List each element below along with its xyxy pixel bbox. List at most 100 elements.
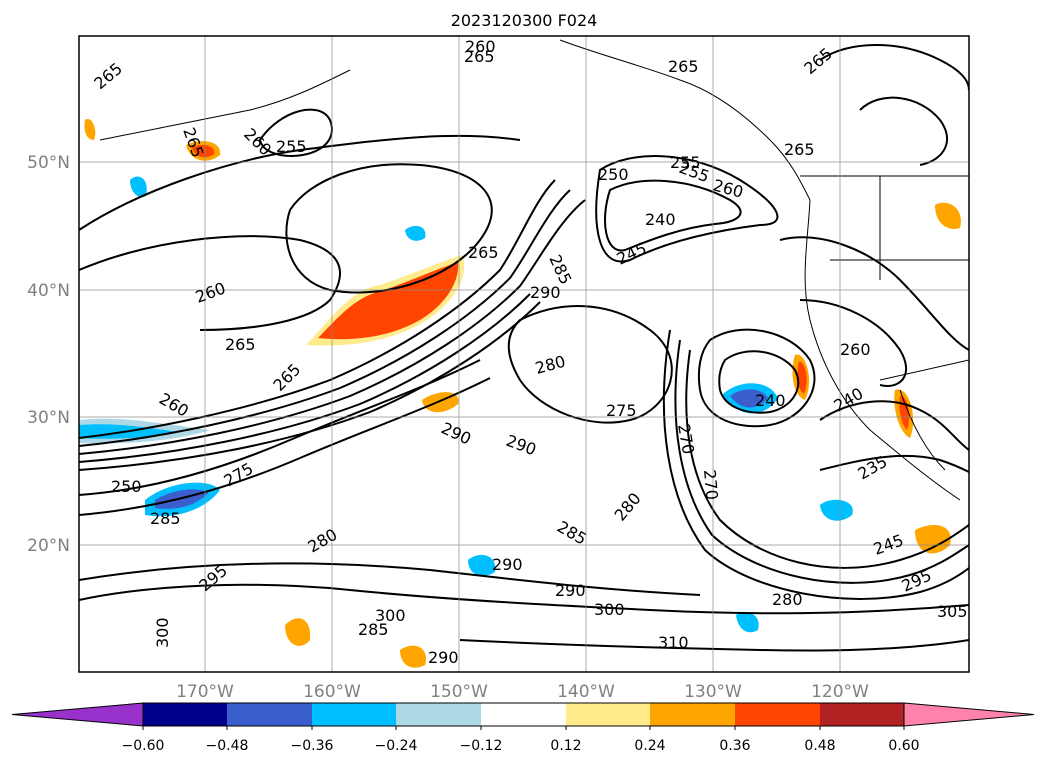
contour-label: 285 — [358, 620, 389, 639]
cyan-patch-small-12n — [736, 612, 759, 633]
map-frame — [78, 35, 970, 673]
yellow-patch-east-45n — [935, 202, 961, 229]
contour-jet-5 — [79, 301, 541, 471]
contour-top-right-260 — [859, 96, 949, 166]
colorbar-cell — [481, 703, 566, 726]
colorbar-cell — [143, 703, 227, 726]
contour-label: 290 — [530, 283, 561, 302]
contour-label: 260 — [840, 340, 871, 359]
shaded-anomalies — [79, 119, 961, 668]
navy-patch-east-32n — [730, 389, 768, 408]
colorbar-extend-high — [903, 702, 1035, 727]
contour-ne-260 — [799, 299, 907, 387]
contour-label: 240 — [645, 210, 676, 229]
mexico-border — [879, 359, 969, 381]
contour-trough-east-2 — [718, 350, 800, 414]
baja-peninsula — [899, 389, 946, 471]
colorbar-tick-label: −0.24 — [375, 738, 418, 754]
contour-label: 290 — [492, 555, 523, 574]
contour-trough-east-1 — [697, 328, 816, 428]
contour-mid-275 — [507, 305, 673, 424]
contour-ne-235 — [819, 454, 969, 473]
colorbar-tick-label: −0.48 — [206, 738, 249, 754]
colorbar-tick-label: 0.60 — [888, 738, 919, 754]
longitude-labels: 170°W 160°W 150°W 140°W 130°W 120°W — [176, 682, 869, 702]
contour-north-265 — [79, 134, 521, 231]
contour-south-310 — [459, 639, 969, 652]
contour-label: 260 — [465, 37, 496, 56]
latitude-labels: 50°N 40°N 30°N 20°N — [27, 153, 70, 556]
figure-title: 2023120300 F024 — [451, 11, 598, 30]
contour-top-255 — [258, 108, 333, 157]
colorbar-tick-label: −0.12 — [460, 738, 503, 754]
contour-label: 240 — [755, 391, 786, 410]
contour-label: 290 — [555, 581, 586, 600]
colorbar-tick-label: 0.48 — [804, 738, 835, 754]
lon-label-130w: 130°W — [684, 682, 742, 702]
contour-south-300 — [79, 583, 969, 615]
lon-label-150w: 150°W — [430, 682, 488, 702]
contour-jet-4 — [79, 293, 531, 463]
contour-ridge-south-2 — [674, 339, 969, 584]
contour-low-ne-2 — [604, 179, 742, 252]
contour-label: 275 — [606, 401, 637, 420]
contour-low-north — [285, 163, 493, 294]
contour-label: 285 — [150, 509, 181, 528]
colorbar-tick-label: 0.24 — [634, 738, 665, 754]
map-panel: 265 260 265 265 255 260 265 265 255 250 … — [78, 35, 970, 673]
colorbar-cell — [735, 703, 820, 726]
cyan-patch-small-47n — [130, 176, 147, 198]
contour-sub-1 — [79, 359, 481, 496]
contour-label: 300 — [153, 617, 172, 648]
contour-label: 250 — [111, 477, 142, 496]
contour-label: 265 — [784, 140, 815, 159]
contour-low-ne-1 — [595, 155, 779, 263]
contour-label: 265 — [468, 243, 499, 262]
yellow-patch-north-52n — [84, 119, 96, 140]
cyan-patch-east-21n — [820, 499, 853, 521]
colorbar-extend-low — [11, 702, 144, 727]
lat-label-30n: 30°N — [27, 408, 70, 428]
lon-label-160w: 160°W — [303, 682, 361, 702]
gridlines — [79, 36, 969, 672]
red-patch-north-49n — [192, 145, 215, 158]
contour-ridge-south-1 — [685, 349, 969, 569]
colorbar-tick-label: −0.60 — [122, 738, 165, 754]
lon-label-120w: 120°W — [811, 682, 869, 702]
contour-label: 270 — [700, 469, 722, 501]
contour-jet-3 — [79, 199, 586, 455]
colorbar-cell — [396, 703, 481, 726]
contour-ridge-south-3 — [662, 329, 969, 600]
colorbar: −0.60 −0.48 −0.36 −0.24 −0.12 0.12 0.24 … — [11, 702, 1035, 754]
orange-patch-se-20n — [915, 525, 951, 554]
colorbar-cell — [650, 703, 735, 726]
contour-label: 265 — [668, 57, 699, 76]
contour-label: 280 — [772, 590, 803, 609]
contour-label: 255 — [276, 137, 307, 156]
orange-patch-south-12n — [285, 618, 311, 646]
contour-jet-1 — [79, 179, 556, 439]
map-content — [79, 39, 969, 668]
contour-label: 300 — [375, 606, 406, 625]
contour-label: 305 — [937, 602, 968, 621]
colorbar-tick-label: 0.36 — [719, 738, 750, 754]
colorbar-frame — [142, 702, 905, 727]
lon-label-140w: 140°W — [557, 682, 615, 702]
contour-sub-2 — [79, 377, 491, 516]
contour-jet-2 — [79, 189, 571, 447]
contour-north-260 — [79, 235, 341, 331]
lat-label-40n: 40°N — [27, 281, 70, 301]
contour-label: 310 — [658, 633, 689, 652]
colorbar-tick-label: −0.36 — [291, 738, 334, 754]
contour-label: 265 — [464, 47, 495, 66]
orange-patch-south-11n — [400, 645, 426, 668]
orangered-patch-central — [318, 262, 459, 340]
colorbar-cell — [227, 703, 312, 726]
colorbar-ticks: −0.60 −0.48 −0.36 −0.24 −0.12 0.12 0.24 … — [122, 738, 920, 754]
colorbar-tick-label: 0.12 — [550, 738, 581, 754]
colorbar-cell — [312, 703, 396, 726]
red-patch-east-35n — [797, 361, 807, 394]
height-contours — [79, 44, 969, 652]
